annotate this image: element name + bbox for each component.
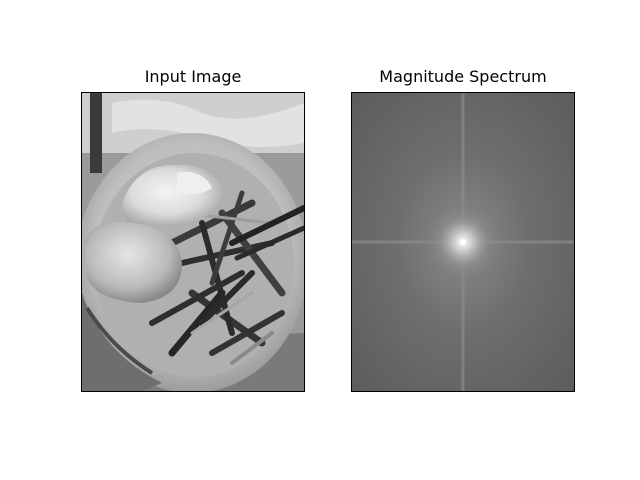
input-image-panel [81,92,305,392]
magnitude-spectrum-title: Magnitude Spectrum [379,67,547,86]
input-image [82,93,304,391]
magnitude-spectrum [352,93,574,391]
input-image-title: Input Image [144,67,242,86]
magnitude-spectrum-panel [351,92,575,392]
